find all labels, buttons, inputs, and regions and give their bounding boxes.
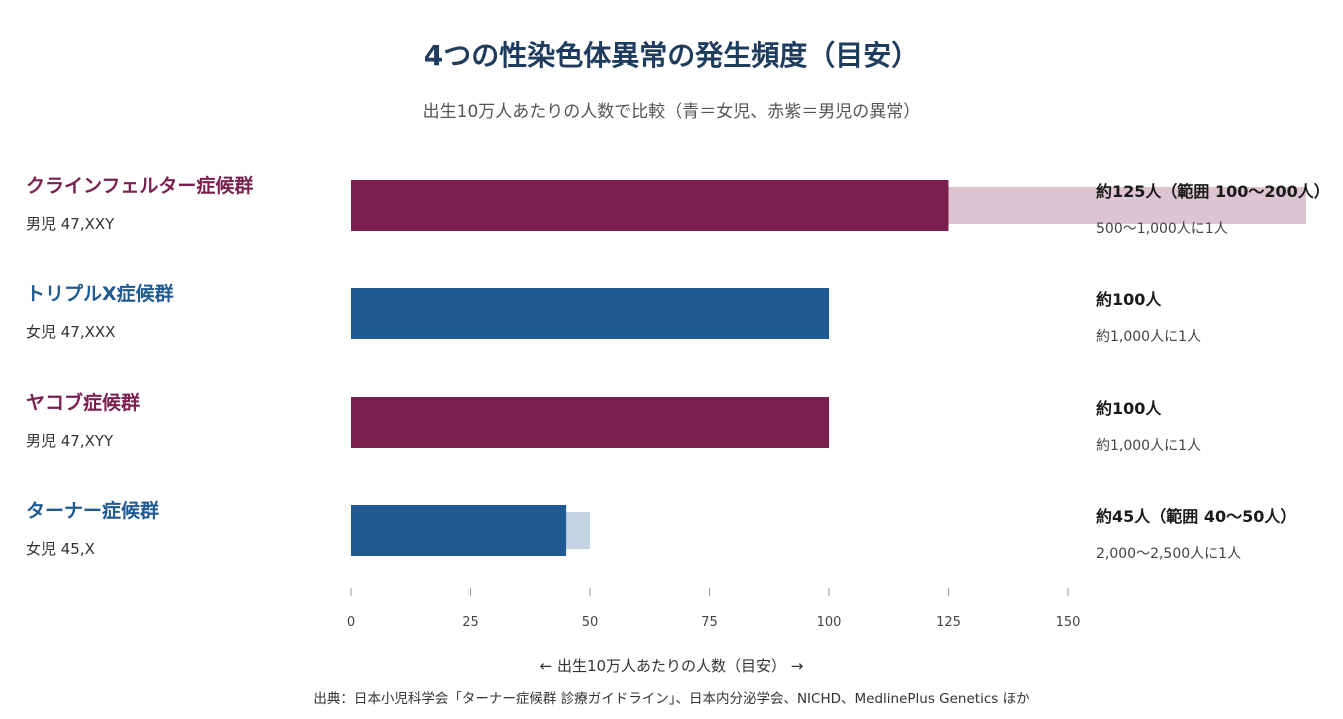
value-label: 約100人 <box>1096 290 1162 309</box>
karyotype-label: 女児 47,XXX <box>26 323 115 341</box>
bar <box>351 397 829 448</box>
ratio-label: 2,000〜2,500人に1人 <box>1096 546 1241 562</box>
x-tick-label: 0 <box>347 615 355 630</box>
category-label: クラインフェルター症候群 <box>26 174 253 197</box>
value-label: 約100人 <box>1096 399 1162 418</box>
category-label: トリプルX症候群 <box>26 282 174 305</box>
x-axis-label: ← 出生10万人あたりの人数（目安） → <box>539 657 804 675</box>
x-tick-label: 150 <box>1056 615 1081 630</box>
bar <box>351 505 567 556</box>
karyotype-label: 女児 45,X <box>26 540 95 558</box>
karyotype-label: 男児 47,XXY <box>26 215 115 233</box>
value-label: 約45人（範囲 40〜50人） <box>1096 507 1296 526</box>
x-tick-label: 125 <box>936 615 961 630</box>
category-label: ヤコブ症候群 <box>26 391 140 414</box>
x-tick-label: 75 <box>701 615 718 630</box>
bar <box>351 180 949 231</box>
x-tick-label: 100 <box>817 615 842 630</box>
karyotype-label: 男児 47,XYY <box>26 432 114 450</box>
value-label: 約125人（範囲 100〜200人） <box>1096 182 1330 201</box>
ratio-label: 500〜1,000人に1人 <box>1096 221 1228 237</box>
chart-subtitle: 出生10万人あたりの人数で比較（青＝女児、赤紫＝男児の異常） <box>422 102 921 122</box>
ratio-label: 約1,000人に1人 <box>1096 329 1201 345</box>
category-label: ターナー症候群 <box>26 499 159 522</box>
chart-title: 4つの性染色体異常の発生頻度（目安） <box>423 39 920 72</box>
ratio-label: 約1,000人に1人 <box>1096 438 1201 454</box>
source-note: 出典：日本小児科学会「ターナー症候群 診療ガイドライン」、日本内分泌学会、NIC… <box>313 691 1030 707</box>
bar <box>351 288 829 339</box>
x-tick-label: 50 <box>582 615 599 630</box>
x-tick-label: 25 <box>462 615 479 630</box>
